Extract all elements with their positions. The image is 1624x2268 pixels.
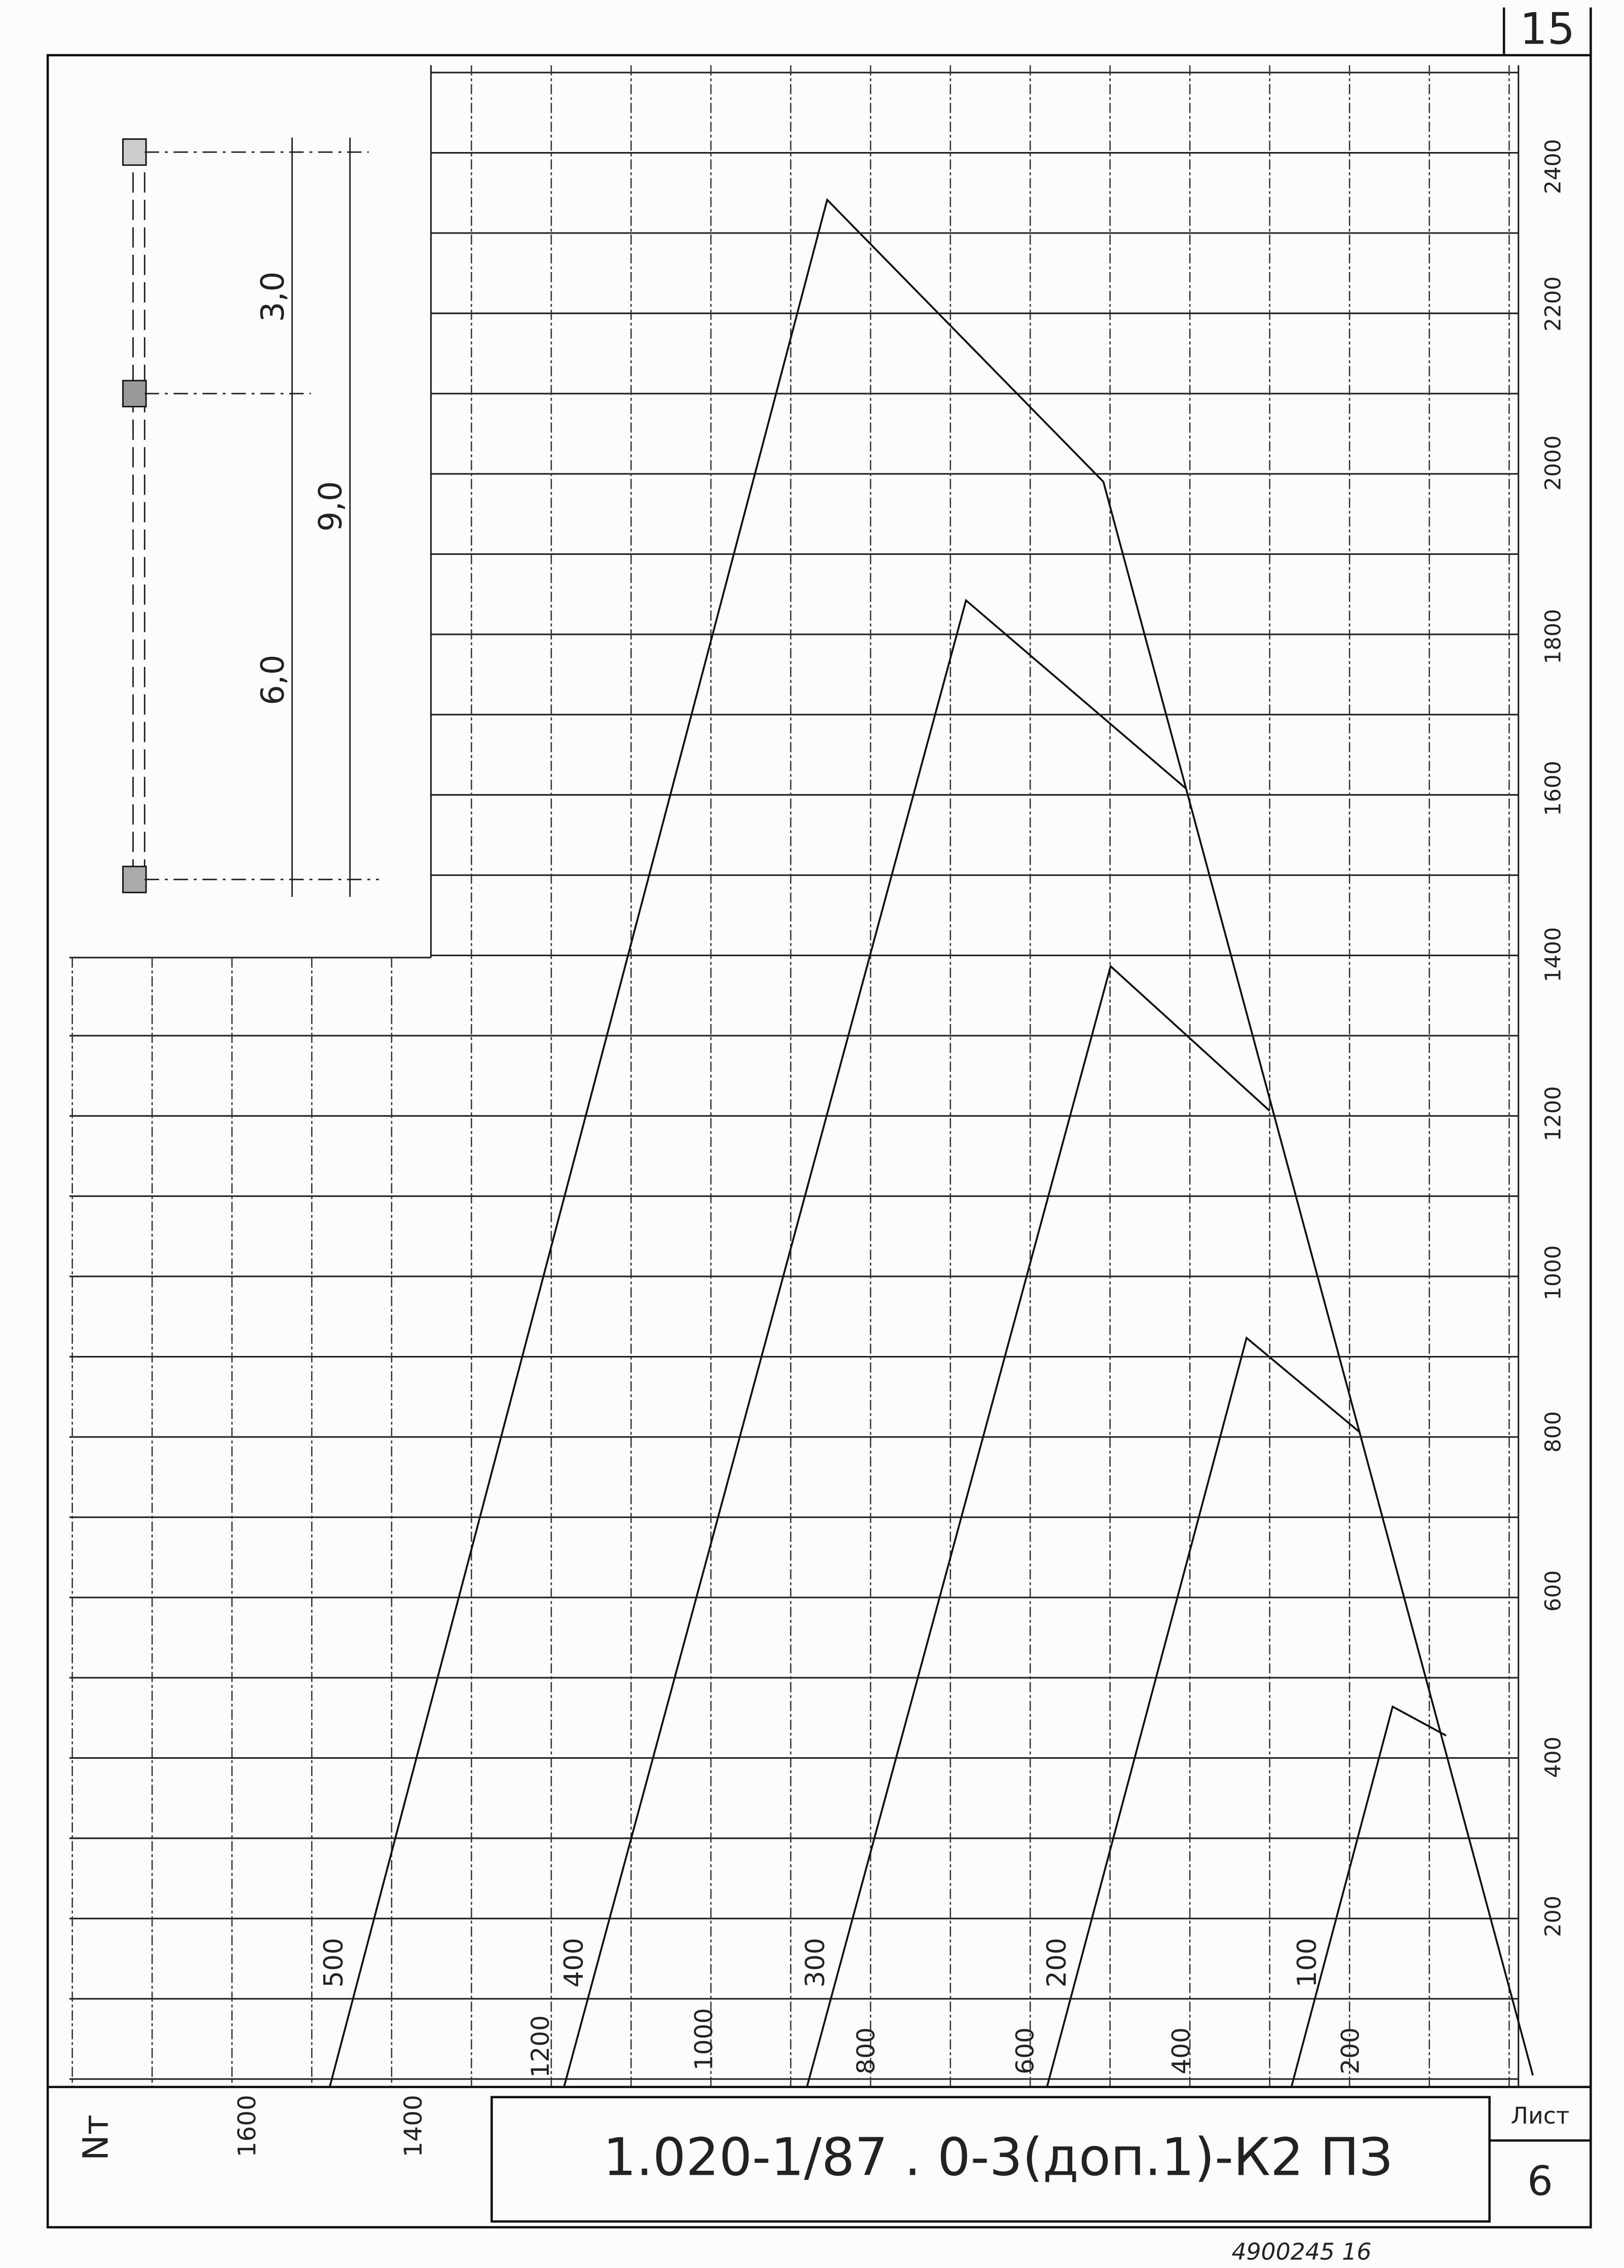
bottom-scale-label: 1600: [233, 2095, 261, 2157]
line-label: 100: [1292, 1938, 1323, 1987]
column: [122, 138, 147, 166]
dimension-label: 9,0: [312, 481, 349, 532]
bottom-scale-label: 800: [852, 2027, 880, 2074]
dimension-label: 6,0: [254, 655, 291, 705]
line-label: 200: [1042, 1938, 1072, 1987]
right-scale-label: 1400: [1541, 927, 1566, 982]
right-scale-label: 800: [1541, 1411, 1566, 1453]
right-scale-label: 400: [1541, 1736, 1566, 1778]
column: [122, 865, 147, 893]
bottom-scale-label: 1200: [526, 2015, 555, 2077]
dimension-label: 3,0: [254, 272, 291, 322]
bottom-scale-label: 400: [1167, 2027, 1196, 2074]
right-scale-label: 200: [1541, 1896, 1566, 1937]
right-scale-label: 1200: [1541, 1086, 1566, 1142]
right-scale-label: 2400: [1541, 139, 1566, 194]
nomogram-line: [1290, 1705, 1447, 2088]
right-scale-label: 1600: [1541, 761, 1566, 816]
line-label: 400: [559, 1938, 589, 1987]
nomogram-line: [806, 964, 1271, 2088]
sheet-number: 6: [1527, 2158, 1553, 2205]
drawing-code: 1.020-1/87 . 0-3(доп.1)-К2 ПЗ: [603, 2128, 1392, 2188]
nomogram-line: [563, 598, 1187, 2088]
column: [122, 380, 147, 407]
sheet-label: Лист: [1511, 2102, 1570, 2129]
right-scale-label: 2000: [1541, 435, 1566, 490]
frame: [46, 54, 1592, 2228]
right-scale-label: 2200: [1541, 276, 1566, 331]
nomogram-line: [1046, 1336, 1360, 2088]
axis-label: Nт: [76, 2114, 117, 2161]
right-scale-label: 1800: [1541, 609, 1566, 664]
title-box: [490, 2096, 1491, 2223]
right-scale-label: 600: [1541, 1570, 1566, 1612]
footer-number: 4900245 16: [1232, 2238, 1372, 2265]
grid: [69, 65, 1520, 2087]
line-label: 300: [800, 1938, 830, 1987]
column-scheme: 3,0 9,0 6,0: [122, 137, 379, 897]
nomogram-line: [328, 198, 1534, 2088]
labels: 2400 2200 2000 1800 1600 1400 1200 1000 800 600 40…: [233, 139, 1566, 2157]
right-scale-label: 1000: [1541, 1245, 1566, 1301]
page-number: 15: [1520, 5, 1575, 55]
bottom-scale-label: 1000: [690, 2008, 719, 2070]
bottom-scale-label: 200: [1336, 2027, 1365, 2074]
bottom-scale-label: 1400: [399, 2095, 428, 2157]
nomogram-lines: [328, 198, 1534, 2088]
line-label: 500: [319, 1938, 349, 1987]
bottom-scale-label: 600: [1011, 2027, 1039, 2074]
